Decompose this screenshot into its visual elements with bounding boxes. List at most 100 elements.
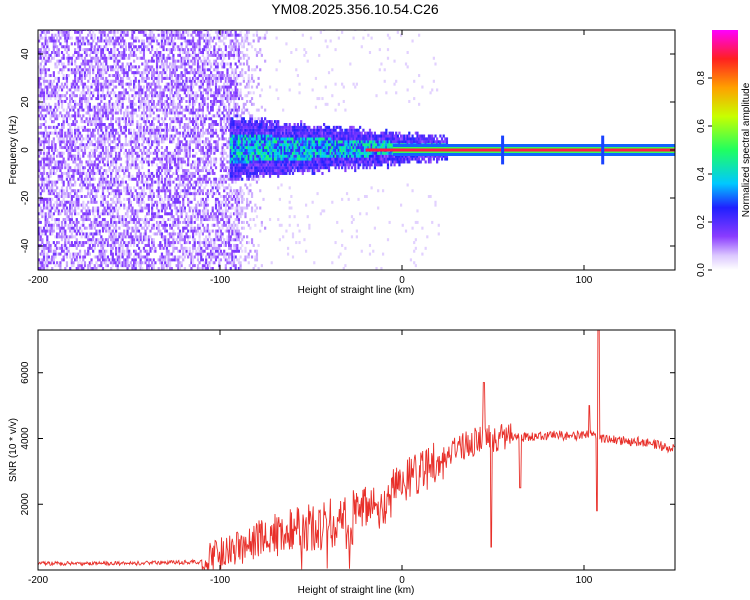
heatmap-cell xyxy=(66,143,68,146)
heatmap-cell xyxy=(102,149,104,152)
heatmap-cell xyxy=(199,224,201,227)
heatmap-cell xyxy=(67,183,69,186)
heatmap-cell xyxy=(126,109,128,112)
heatmap-cell xyxy=(149,192,151,195)
heatmap-cell xyxy=(76,218,78,221)
heatmap-cell xyxy=(190,88,192,91)
heatmap-cell xyxy=(181,100,183,103)
heatmap-cell xyxy=(105,111,107,114)
heatmap-cell xyxy=(149,68,151,71)
heatmap-cell xyxy=(192,232,194,235)
heatmap-cell xyxy=(192,39,194,42)
heatmap-cell xyxy=(76,94,78,97)
heatmap-cell xyxy=(43,91,45,94)
heatmap-cell xyxy=(107,88,109,91)
heatmap-cell xyxy=(128,48,130,51)
heatmap-cell xyxy=(194,68,196,71)
heatmap-cell xyxy=(141,28,143,31)
heatmap-cell xyxy=(89,74,91,77)
heatmap-cell xyxy=(100,54,102,57)
heatmap-cell xyxy=(115,224,117,227)
heatmap-cell xyxy=(208,232,210,235)
heatmap-cell xyxy=(108,106,110,109)
heatmap-cell xyxy=(100,39,102,42)
heatmap-cell xyxy=(81,77,83,80)
heatmap-cell xyxy=(207,91,209,94)
heatmap-cell xyxy=(71,224,73,227)
heatmap-cell xyxy=(151,120,153,123)
heatmap-cell xyxy=(92,183,94,186)
heatmap-cell xyxy=(126,166,128,169)
heatmap-cell xyxy=(128,65,130,68)
heatmap-cell xyxy=(48,152,50,155)
heatmap-cell xyxy=(176,172,178,175)
heatmap-cell xyxy=(194,63,196,66)
heatmap-cell xyxy=(197,172,199,175)
heatmap-cell xyxy=(117,77,119,80)
heatmap-cell xyxy=(122,63,124,66)
heatmap-cell xyxy=(105,42,107,45)
heatmap-cell xyxy=(112,163,114,166)
heatmap-cell xyxy=(120,158,122,161)
heatmap-cell xyxy=(171,253,173,256)
heatmap-cell xyxy=(199,143,201,146)
heatmap-cell xyxy=(143,114,145,117)
heatmap-cell xyxy=(159,86,161,89)
heatmap-cell xyxy=(200,221,202,224)
heatmap-cell xyxy=(128,155,130,158)
heatmap-cell xyxy=(151,201,153,204)
heatmap-cell xyxy=(81,160,83,163)
heatmap-cell xyxy=(181,28,183,31)
heatmap-cell xyxy=(100,143,102,146)
heatmap-cell xyxy=(67,172,69,175)
heatmap-cell xyxy=(148,48,150,51)
heatmap-cell xyxy=(195,204,197,207)
heatmap-cell xyxy=(40,192,42,195)
heatmap-cell xyxy=(123,172,125,175)
heatmap-cell xyxy=(149,106,151,109)
heatmap-cell xyxy=(104,207,106,210)
heatmap-cell xyxy=(63,152,65,155)
heatmap-cell xyxy=(54,172,56,175)
heatmap-cell xyxy=(122,65,124,68)
heatmap-cell xyxy=(107,68,109,71)
heatmap-cell xyxy=(123,207,125,210)
heatmap-cell xyxy=(86,181,88,184)
heatmap-cell xyxy=(149,28,151,31)
heatmap-cell xyxy=(122,146,124,149)
heatmap-cell xyxy=(164,195,166,198)
heatmap-cell xyxy=(133,129,135,132)
heatmap-cell xyxy=(102,172,104,175)
heatmap-cell xyxy=(94,34,96,37)
heatmap-cell xyxy=(205,166,207,169)
heatmap-cell xyxy=(100,120,102,123)
heatmap-cell xyxy=(89,77,91,80)
heatmap-cell xyxy=(128,158,130,161)
heatmap-cell xyxy=(205,235,207,238)
heatmap-cell xyxy=(81,117,83,120)
heatmap-cell xyxy=(112,126,114,129)
heatmap-cell xyxy=(81,106,83,109)
heatmap-cell xyxy=(158,42,160,45)
heatmap-cell xyxy=(58,88,60,91)
heatmap-cell xyxy=(130,201,132,204)
heatmap-cell xyxy=(48,140,50,143)
heatmap-cell xyxy=(105,106,107,109)
heatmap-cell xyxy=(185,68,187,71)
heatmap-cell xyxy=(172,97,174,100)
heatmap-cell xyxy=(162,109,164,112)
heatmap-cell xyxy=(166,186,168,189)
heatmap-cell xyxy=(64,238,66,241)
heatmap-cell xyxy=(189,146,191,149)
heatmap-cell xyxy=(166,137,168,140)
heatmap-cell xyxy=(79,250,81,253)
heatmap-cell xyxy=(45,178,47,181)
heatmap-cell xyxy=(131,42,133,45)
heatmap-cell xyxy=(169,181,171,184)
heatmap-cell xyxy=(56,201,58,204)
heatmap-cell xyxy=(158,77,160,80)
heatmap-cell xyxy=(108,37,110,40)
heatmap-cell xyxy=(174,42,176,45)
heatmap-cell xyxy=(199,39,201,42)
heatmap-cell xyxy=(202,232,204,235)
